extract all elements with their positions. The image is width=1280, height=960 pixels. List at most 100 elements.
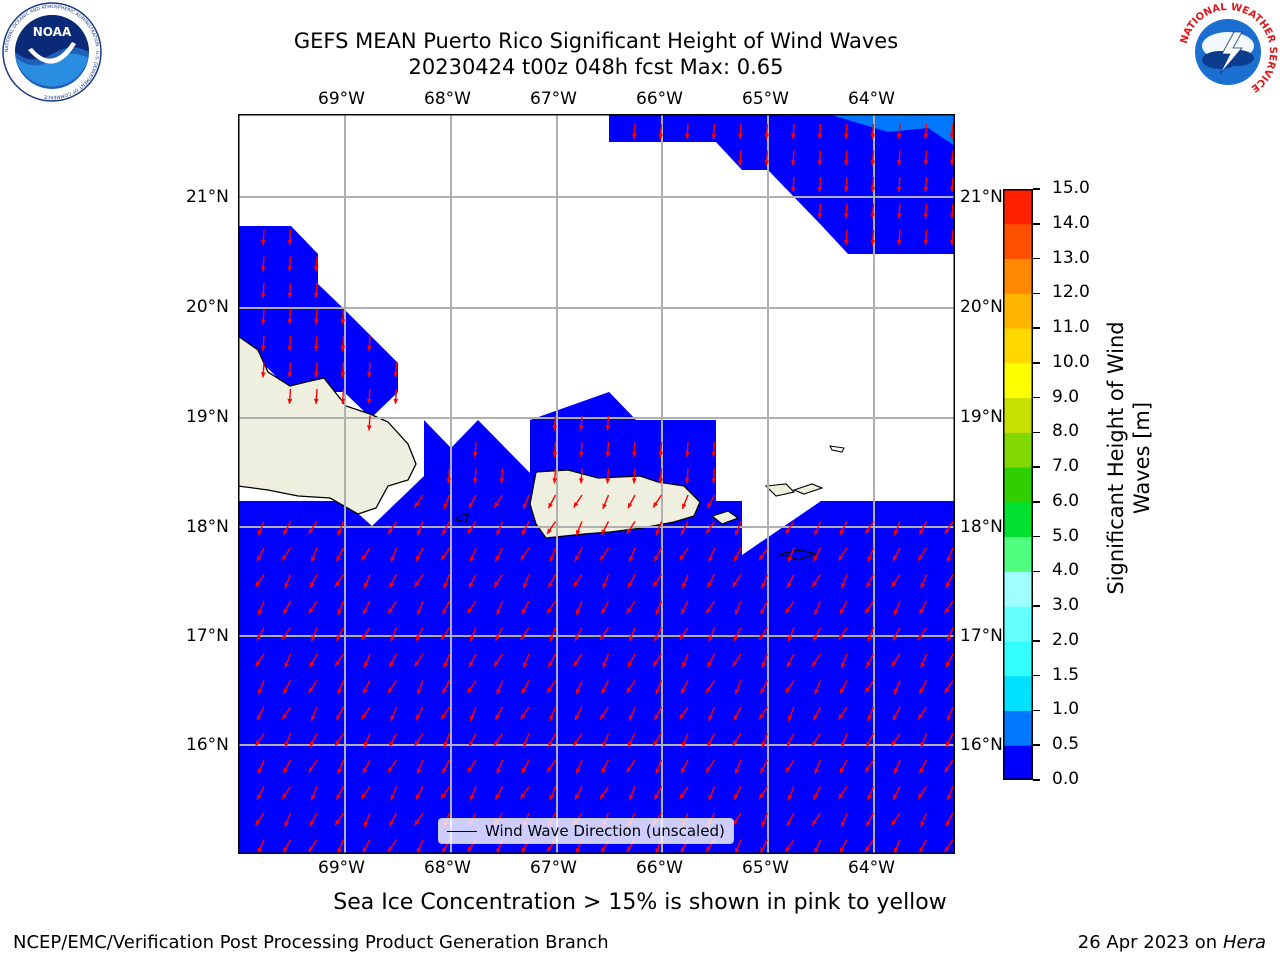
wave-direction-arrow-head — [496, 529, 501, 536]
wave-direction-arrow-head — [414, 501, 420, 508]
wave-direction-arrow-head — [576, 847, 581, 854]
wave-direction-arrow-head — [949, 133, 955, 139]
wave-direction-arrow-head — [602, 662, 607, 668]
wave-direction-arrow-head — [708, 556, 713, 562]
wave-direction-arrow-head — [817, 213, 823, 219]
wave-direction-arrow-head — [629, 635, 634, 642]
wave-direction-arrow-head — [896, 133, 902, 139]
wave-direction-arrow-head — [467, 846, 473, 852]
colorbar-tick-label: 10.0 — [1052, 351, 1090, 372]
wave-direction-arrow-head — [309, 661, 315, 668]
wave-direction-arrow-head — [680, 847, 686, 853]
lon-label-bottom-64w: 64°W — [848, 858, 895, 878]
graticule — [238, 114, 955, 854]
wave-direction-arrow-head — [945, 661, 951, 668]
wave-direction-arrow-head — [790, 186, 796, 192]
wave-direction-arrow-head — [578, 451, 584, 457]
wave-direction-arrow-head — [495, 714, 500, 721]
wave-direction-arrow-head — [335, 819, 340, 826]
colorbar-swatch — [1003, 293, 1033, 329]
wave-direction-arrow-head — [627, 502, 633, 509]
wave-direction-arrow-head — [841, 821, 846, 827]
wave-direction-arrow-head — [631, 451, 637, 457]
wave-direction-arrow-head — [817, 186, 823, 192]
lat-label-right-18n: 18°N — [960, 517, 1003, 537]
wave-direction-arrow-head — [311, 635, 316, 642]
wave-direction-arrow-head — [574, 555, 580, 562]
wave-direction-arrow-head — [949, 186, 955, 192]
wave-direction-arrow-head — [870, 133, 876, 139]
hispaniola-land — [238, 335, 417, 515]
wave-direction-arrow-head — [521, 608, 527, 615]
colorbar-tick-mark — [1033, 501, 1040, 503]
wave-direction-arrow-head — [283, 847, 288, 853]
wave-direction-arrow-head — [287, 372, 293, 378]
wave-direction-arrow-head — [573, 660, 579, 667]
wave-direction-arrow-head — [600, 713, 605, 720]
wave-direction-arrow-head — [790, 133, 796, 139]
colorbar-label-line1: Significant Height of Wind — [1104, 321, 1128, 595]
wave-direction-arrow-head — [813, 555, 818, 562]
wave-direction-arrow-head — [574, 635, 580, 641]
wave-direction-arrow-head — [362, 608, 368, 615]
colorbar-swatch — [1003, 432, 1033, 468]
lon-label-top-68w: 68°W — [424, 89, 471, 109]
wave-direction-arrow-head — [919, 688, 924, 694]
wave-direction-arrow-head — [812, 740, 817, 746]
wave-direction-arrow-head — [923, 213, 929, 219]
wave-direction-arrow-head — [366, 372, 372, 378]
wave-direction-arrow-head — [760, 608, 765, 615]
wave-direction-arrow-head — [684, 478, 690, 484]
wave-direction-arrow-head — [389, 741, 394, 747]
wave-direction-arrow-head — [761, 582, 766, 589]
wave-direction-arrow-head — [547, 687, 552, 693]
colorbar-label: Significant Height of Wind Waves [m] — [1103, 258, 1155, 658]
colorbar-swatch — [1003, 640, 1033, 677]
wave-direction-arrow-head — [949, 213, 955, 219]
wave-direction-arrow-head — [843, 133, 849, 139]
wave-direction-arrow-head — [920, 741, 925, 748]
wave-direction-arrow-head — [496, 688, 501, 695]
colorbar-tick-label: 7.0 — [1052, 456, 1080, 477]
lat-label-left-18n: 18°N — [186, 517, 229, 537]
colorbar-tick-label: 1.5 — [1052, 664, 1080, 685]
wave-direction-arrow-head — [896, 239, 902, 245]
wave-direction-arrow-head — [260, 345, 266, 351]
wave-direction-arrow-head — [547, 766, 552, 773]
colorbar-tick-label: 5.0 — [1052, 525, 1080, 546]
wave-direction-arrow-head — [891, 740, 897, 746]
wave-direction-arrow-head — [441, 713, 446, 720]
wave-direction-arrow-head — [256, 794, 262, 800]
colorbar-tick-mark — [1033, 605, 1040, 607]
wave-direction-arrow-head — [785, 528, 791, 534]
wave-direction-arrow-head — [679, 554, 685, 561]
wave-direction-arrow-head — [499, 478, 505, 484]
colorbar-tick-label: 4.0 — [1052, 560, 1080, 581]
wave-direction-arrow-head — [919, 847, 924, 853]
colorbar-swatch — [1003, 745, 1033, 781]
wave-direction-arrow-head — [654, 635, 659, 641]
wave-direction-arrow-head — [706, 687, 711, 693]
wave-direction-arrow-head — [335, 660, 340, 667]
lat-label-left-17n: 17°N — [186, 626, 229, 646]
wave-field-northwest — [238, 226, 398, 418]
wave-direction-arrow-head — [786, 661, 792, 668]
wave-direction-arrow-head — [923, 133, 929, 139]
wave-direction-arrow-head — [335, 740, 340, 746]
wave-direction-arrow-head — [417, 688, 422, 695]
wave-direction-arrow-head — [417, 609, 422, 615]
wave-direction-arrow-head — [547, 528, 552, 534]
wave-direction-arrow-head — [923, 239, 929, 245]
wave-direction-arrow-head — [366, 398, 372, 404]
wave-direction-arrow-head — [552, 478, 558, 484]
wave-direction-arrow-head — [256, 714, 262, 721]
map-legend: Wind Wave Direction (unscaled) — [438, 818, 734, 844]
wave-direction-arrow-head — [523, 582, 528, 589]
noaa-logo: NOAA NATIONAL OCEANIC AND ATMOSPHERIC AD… — [2, 2, 102, 102]
wave-direction-arrow-head — [523, 503, 528, 509]
colorbar-tick-mark — [1033, 466, 1040, 468]
wave-direction-arrow-head — [817, 160, 823, 166]
wave-direction-arrow-head — [467, 687, 473, 693]
wave-direction-arrow-head — [283, 529, 288, 535]
wave-direction-arrow-head — [284, 821, 289, 827]
